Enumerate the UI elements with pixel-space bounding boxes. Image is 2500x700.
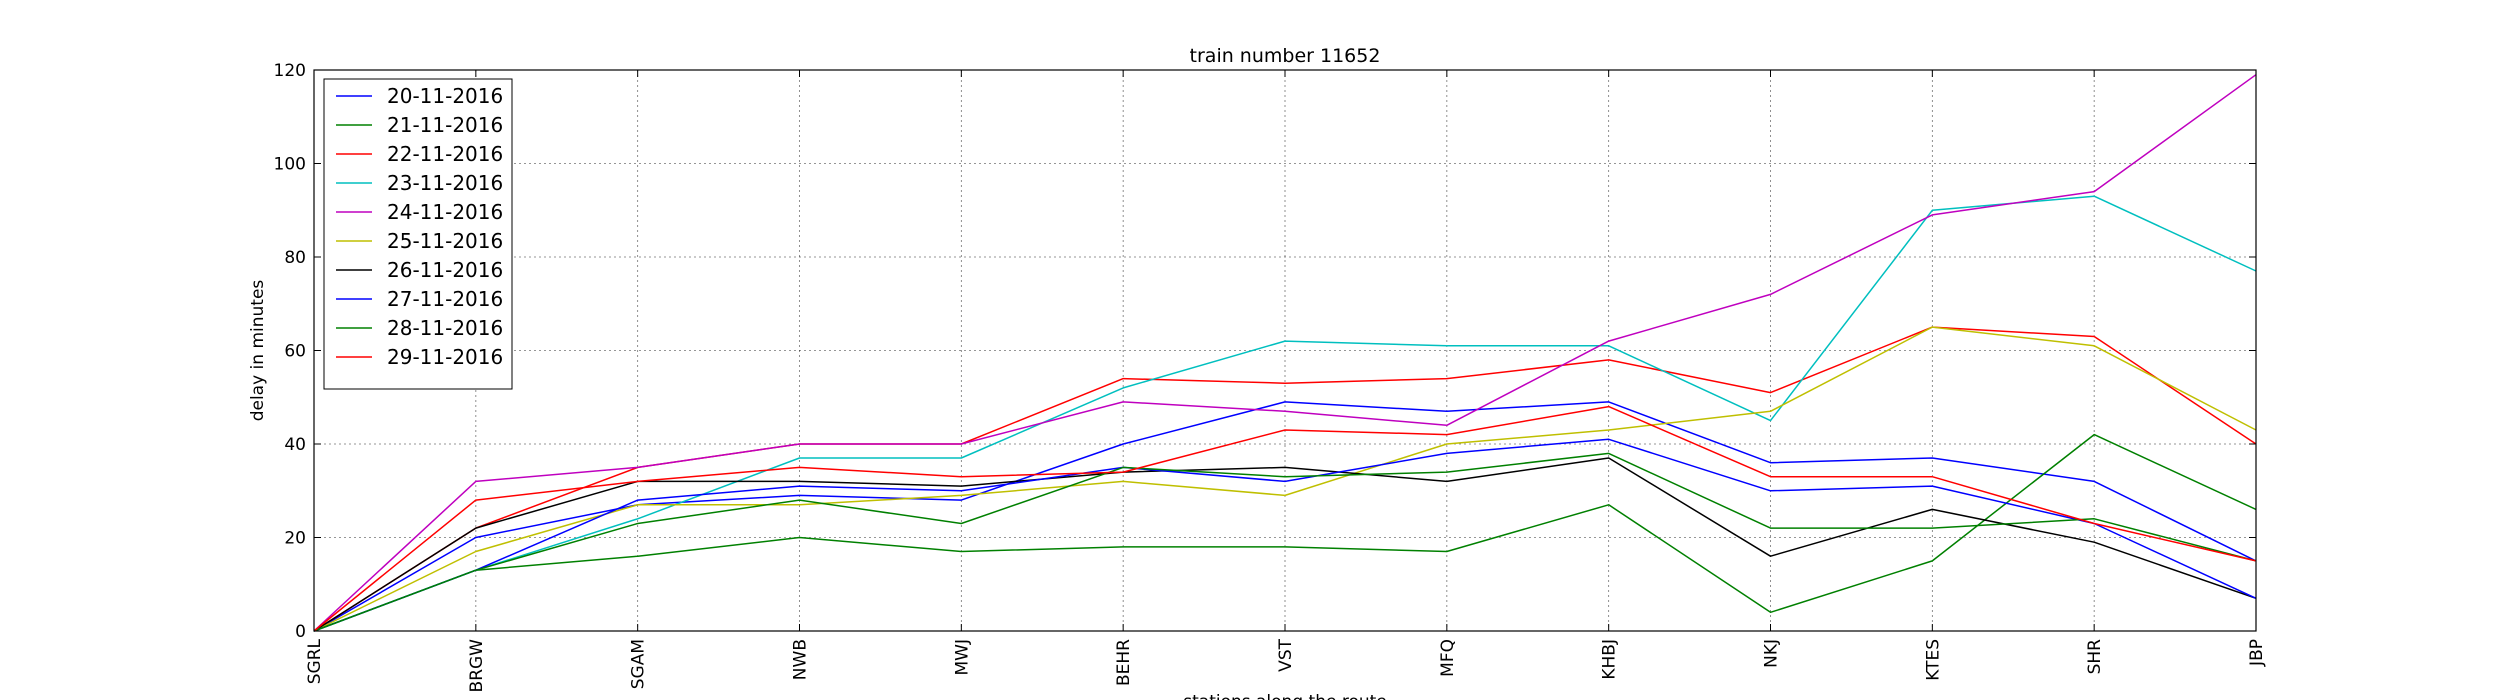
x-tick-label: SGRL [305, 638, 325, 684]
legend-entry: 29-11-2016 [387, 345, 503, 369]
x-axis-label: stations along the route [1183, 692, 1387, 700]
legend-entry: 22-11-2016 [387, 142, 503, 166]
series-line-27-11-2016 [313, 438, 2257, 632]
series-line-21-11-2016 [313, 433, 2257, 632]
series-line-23-11-2016 [313, 195, 2257, 632]
x-tick-label: KTES [1923, 639, 1943, 681]
y-tick-label: 120 [274, 61, 306, 81]
x-tick-label: VST [1276, 638, 1296, 671]
x-tick-label: NKJ [1762, 639, 1782, 668]
legend-entry: 20-11-2016 [387, 84, 503, 108]
legend-box [323, 78, 513, 390]
legend-entry: 27-11-2016 [387, 287, 503, 311]
x-tick-label: SGAM [629, 639, 649, 689]
y-tick-label: 100 [274, 155, 306, 175]
x-tick-label: MWJ [952, 639, 972, 676]
x-tick-label: NWB [791, 639, 811, 680]
y-axis: 0 20 40 60 80 100 120 [274, 61, 2256, 642]
legend-entry: 28-11-2016 [387, 316, 503, 340]
legend-entry: 21-11-2016 [387, 113, 503, 137]
x-tick-label: BEHR [1114, 639, 1134, 686]
x-tick-label: KHBJ [1600, 639, 1620, 680]
legend-entry: 25-11-2016 [387, 229, 503, 253]
y-axis-label: delay in minutes [248, 280, 268, 422]
y-tick-label: 0 [295, 622, 306, 642]
legend-entry: 24-11-2016 [387, 200, 503, 224]
y-tick-label: 80 [284, 248, 306, 268]
y-tick-label: 20 [284, 529, 306, 549]
x-tick-label: MFQ [1438, 639, 1458, 677]
legend-entry: 26-11-2016 [387, 258, 503, 282]
chart-title: train number 11652 [1190, 45, 1381, 67]
series-line-29-11-2016 [313, 405, 2257, 632]
x-tick-label: SHR [2085, 639, 2105, 675]
x-tick-label: JBP [2247, 639, 2267, 667]
y-tick-label: 60 [284, 342, 306, 362]
legend-entry: 23-11-2016 [387, 171, 503, 195]
x-tick-label: BRGW [467, 639, 487, 693]
legend: 20-11-2016 21-11-2016 22-11-2016 23-11-2016… [323, 78, 513, 390]
series-line-24-11-2016 [313, 74, 2257, 632]
x-axis: SGRL BRGW SGAM NWB MWJ BEHR VST MFQ KHBJ NKJ KTES S… [305, 70, 2267, 692]
series-line-25-11-2016 [313, 326, 2257, 632]
y-tick-label: 40 [284, 435, 306, 455]
series-lines [313, 74, 2257, 632]
series-line-28-11-2016 [313, 452, 2257, 632]
